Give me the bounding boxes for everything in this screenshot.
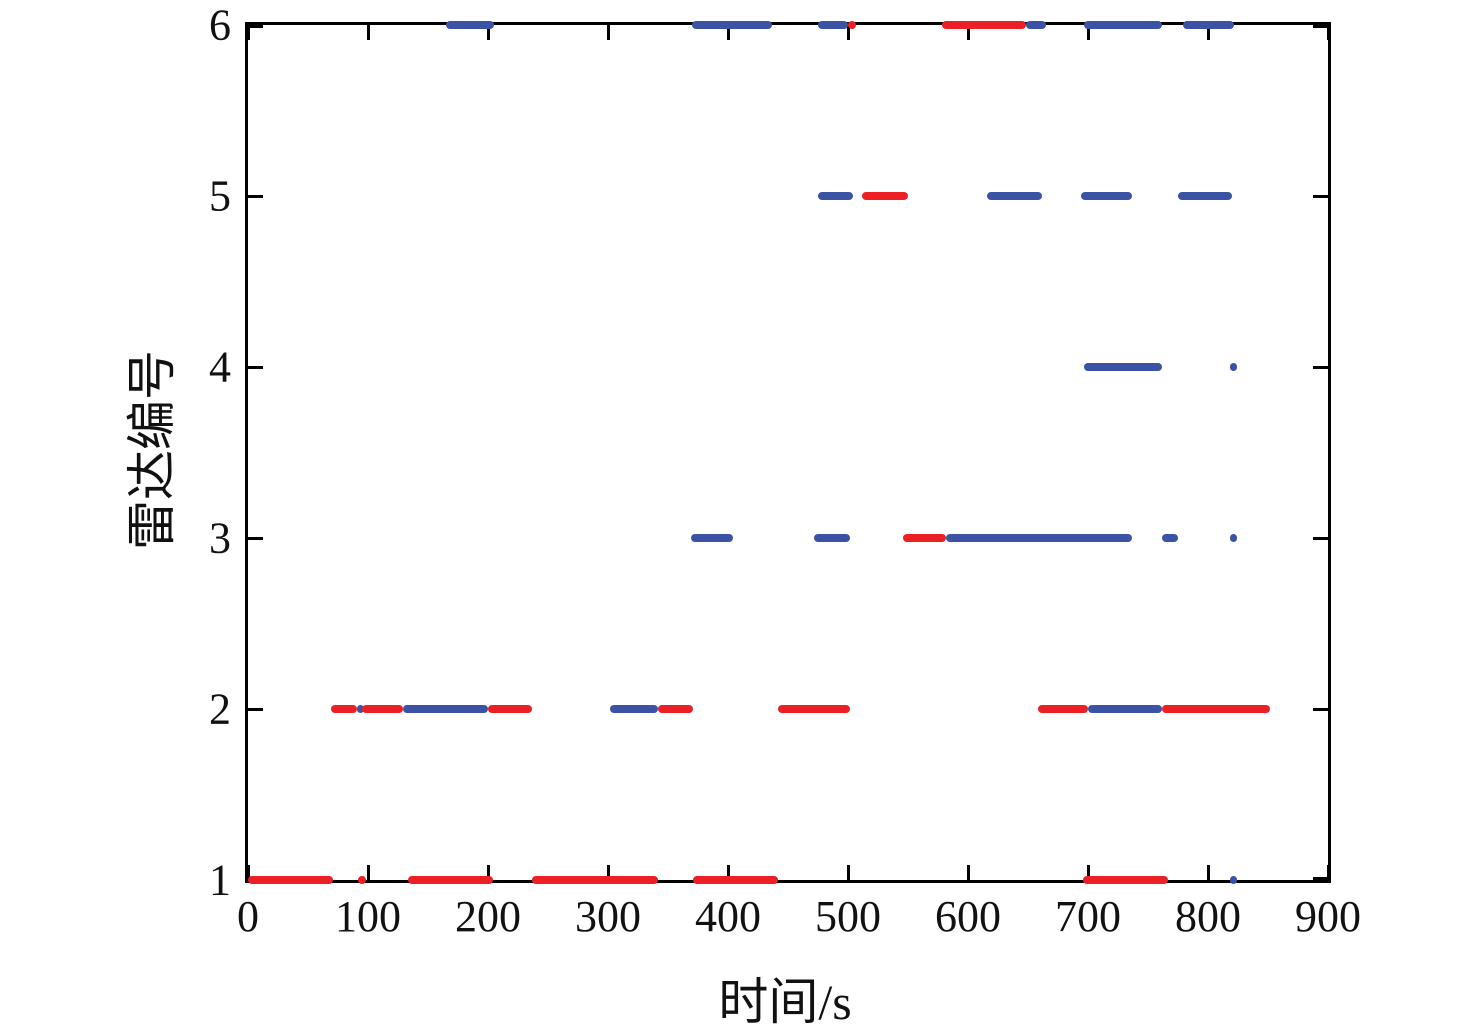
radar-6-segment-blue bbox=[818, 21, 848, 29]
radar-3-segment-blue bbox=[946, 534, 1133, 542]
y-tick-mark bbox=[1313, 877, 1328, 880]
x-tick-label: 300 bbox=[575, 892, 641, 941]
y-tick-mark bbox=[248, 194, 263, 198]
radar-6-segment-red bbox=[941, 21, 1026, 29]
x-tick-mark bbox=[246, 865, 250, 880]
radar-5-segment-red bbox=[862, 192, 908, 200]
x-tick-label: 700 bbox=[1055, 892, 1121, 941]
y-tick-mark bbox=[1313, 194, 1328, 198]
radar-6-segment-blue bbox=[1182, 21, 1235, 29]
x-tick-label: 600 bbox=[935, 892, 1001, 941]
y-axis-title: 雷达编号 bbox=[124, 350, 180, 550]
y-tick-mark bbox=[248, 536, 263, 540]
radar-1-segment-red bbox=[358, 876, 366, 884]
y-tick-mark bbox=[1313, 365, 1328, 369]
radar-5-segment-blue bbox=[987, 192, 1043, 200]
x-tick-mark bbox=[846, 865, 850, 880]
radar-3-segment-red bbox=[903, 534, 947, 542]
y-tick-label: 3 bbox=[209, 513, 231, 563]
radar-3-segment-blue bbox=[1162, 534, 1178, 542]
radar-6-segment-blue bbox=[446, 21, 494, 29]
radar-6-segment-blue bbox=[692, 21, 773, 29]
radar-2-segment-red bbox=[1037, 705, 1088, 713]
radar-4-segment-blue bbox=[1229, 363, 1237, 371]
x-tick-mark bbox=[726, 865, 730, 880]
x-tick-mark bbox=[606, 865, 610, 880]
radar-3-segment-blue bbox=[814, 534, 851, 542]
x-tick-label: 500 bbox=[815, 892, 881, 941]
radar-1-segment-red bbox=[407, 876, 493, 884]
x-tick-mark bbox=[1206, 865, 1210, 880]
radar-2-segment-red bbox=[658, 705, 694, 713]
x-tick-mark bbox=[1086, 865, 1090, 880]
radar-1-segment-blue bbox=[1229, 876, 1237, 884]
x-tick-label: 900 bbox=[1295, 892, 1361, 941]
radar-2-segment-blue bbox=[610, 705, 659, 713]
x-tick-mark bbox=[1206, 25, 1210, 40]
radar-2-segment-red bbox=[362, 705, 403, 713]
y-tick-label: 2 bbox=[209, 684, 231, 734]
radar-2-segment-blue bbox=[1088, 705, 1163, 713]
radar-6-segment-red bbox=[848, 21, 857, 29]
x-tick-mark bbox=[966, 25, 970, 40]
y-tick-mark bbox=[1313, 536, 1328, 540]
x-tick-mark bbox=[1326, 865, 1330, 880]
radar-1-segment-red bbox=[1083, 876, 1169, 884]
radar-1-segment-red bbox=[532, 876, 659, 884]
x-tick-mark bbox=[486, 25, 490, 40]
radar-1-segment-red bbox=[248, 876, 334, 884]
y-tick-label: 1 bbox=[209, 855, 231, 905]
x-tick-mark bbox=[966, 865, 970, 880]
y-tick-mark bbox=[1313, 707, 1328, 711]
radar-5-segment-blue bbox=[1178, 192, 1232, 200]
radar-6-segment-blue bbox=[1084, 21, 1163, 29]
radar-3-segment-blue bbox=[690, 534, 733, 542]
radar-2-segment-red bbox=[330, 705, 358, 713]
x-tick-mark bbox=[246, 25, 250, 40]
x-tick-mark bbox=[1086, 25, 1090, 40]
radar-6-segment-blue bbox=[1025, 21, 1046, 29]
radar-2-segment-blue bbox=[402, 705, 488, 713]
x-tick-label: 0 bbox=[237, 892, 259, 941]
y-tick-mark bbox=[248, 365, 263, 369]
x-tick-mark bbox=[726, 25, 730, 40]
radar-3-segment-blue bbox=[1229, 534, 1237, 542]
y-tick-label: 4 bbox=[209, 342, 231, 392]
x-tick-label: 200 bbox=[455, 892, 521, 941]
x-tick-mark bbox=[366, 25, 370, 40]
x-tick-mark bbox=[846, 25, 850, 40]
radar-4-segment-blue bbox=[1084, 363, 1163, 371]
x-tick-label: 100 bbox=[335, 892, 401, 941]
x-tick-mark bbox=[486, 865, 490, 880]
x-tick-mark bbox=[366, 865, 370, 880]
radar-5-segment-blue bbox=[818, 192, 853, 200]
radar-2-segment-red bbox=[778, 705, 851, 713]
y-tick-label: 6 bbox=[209, 0, 231, 50]
y-tick-mark bbox=[1313, 25, 1328, 28]
x-tick-label: 800 bbox=[1175, 892, 1241, 941]
x-tick-mark bbox=[1326, 25, 1330, 40]
plot-area bbox=[245, 21, 1331, 884]
radar-5-segment-blue bbox=[1080, 192, 1133, 200]
x-axis-title: 时间/s bbox=[718, 974, 852, 1030]
y-tick-mark bbox=[248, 25, 263, 28]
radar-2-segment-red bbox=[488, 705, 533, 713]
x-tick-label: 400 bbox=[695, 892, 761, 941]
radar-1-segment-red bbox=[693, 876, 779, 884]
radar-2-segment-blue bbox=[357, 705, 365, 713]
y-tick-label: 5 bbox=[209, 171, 231, 221]
x-tick-mark bbox=[606, 25, 610, 40]
y-tick-mark bbox=[248, 707, 263, 711]
radar-2-segment-red bbox=[1162, 705, 1271, 713]
